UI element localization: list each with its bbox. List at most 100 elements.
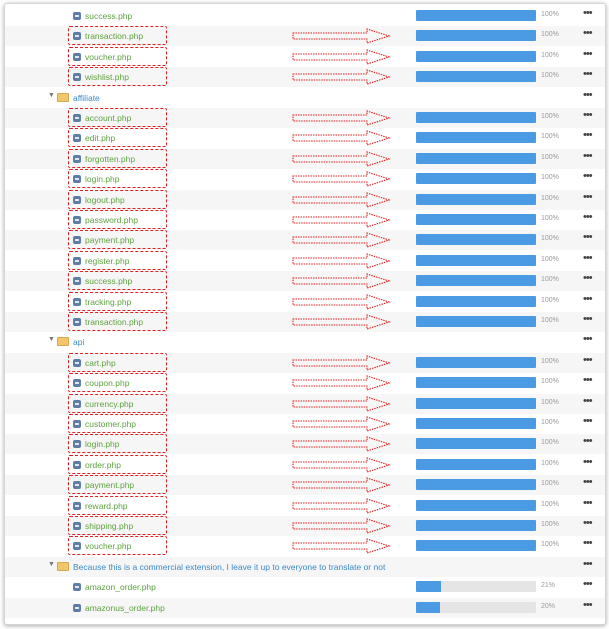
more-options-icon[interactable]: •••: [583, 455, 593, 468]
file-row[interactable]: wishlist.php 100% •••: [5, 67, 605, 88]
file-name[interactable]: shipping.php: [73, 519, 133, 533]
file-name[interactable]: amazon_order.php: [73, 580, 156, 594]
file-name[interactable]: currency.php: [73, 397, 134, 411]
file-name[interactable]: login.php: [73, 437, 120, 451]
more-options-icon[interactable]: •••: [583, 476, 593, 489]
file-name[interactable]: voucher.php: [73, 50, 131, 64]
file-row[interactable]: forgotten.php 100% •••: [5, 148, 605, 169]
progress-percent: 100%: [541, 113, 559, 120]
red-arrow-icon: [292, 191, 391, 208]
file-row[interactable]: order.php 100% •••: [5, 454, 605, 475]
more-options-icon[interactable]: •••: [583, 27, 593, 40]
file-row[interactable]: transaction.php 100% •••: [5, 26, 605, 47]
file-row[interactable]: tracking.php 100% •••: [5, 291, 605, 312]
file-row[interactable]: amazonus_order.php 20% •••: [5, 597, 605, 618]
file-name[interactable]: password.php: [73, 213, 138, 227]
more-options-icon[interactable]: •••: [583, 333, 593, 346]
folder-name[interactable]: api: [57, 335, 84, 349]
caret-down-icon[interactable]: ▼: [48, 91, 55, 99]
file-name[interactable]: transaction.php: [73, 29, 143, 43]
folder-row[interactable]: ▼ api •••: [5, 332, 605, 352]
file-name[interactable]: forgotten.php: [73, 152, 135, 166]
more-options-icon[interactable]: •••: [583, 496, 593, 509]
file-row[interactable]: transaction.php 100% •••: [5, 312, 605, 332]
file-name[interactable]: transaction.php: [73, 315, 143, 329]
file-row[interactable]: login.php 100% •••: [5, 169, 605, 189]
file-name[interactable]: reward.php: [73, 499, 128, 513]
progress-percent: 100%: [541, 235, 559, 243]
more-options-icon[interactable]: •••: [583, 190, 593, 203]
file-row[interactable]: success.php 100% •••: [5, 271, 605, 292]
file-name[interactable]: account.php: [73, 111, 131, 125]
more-options-icon[interactable]: •••: [583, 170, 593, 183]
more-options-icon[interactable]: •••: [583, 415, 593, 427]
red-arrow-icon: [292, 232, 391, 249]
more-options-icon[interactable]: •••: [583, 68, 593, 81]
more-options-icon[interactable]: •••: [583, 557, 593, 570]
file-row[interactable]: login.php 100% •••: [5, 434, 605, 455]
file-row[interactable]: account.php 100% •••: [5, 108, 605, 128]
more-options-icon[interactable]: •••: [583, 47, 593, 60]
more-options-icon[interactable]: •••: [583, 313, 593, 325]
more-options-icon[interactable]: •••: [583, 109, 593, 121]
file-name[interactable]: customer.php: [73, 417, 136, 431]
more-options-icon[interactable]: •••: [583, 374, 593, 387]
caret-down-icon[interactable]: ▼: [48, 560, 55, 568]
file-row[interactable]: amazon_order.php 21% •••: [5, 577, 605, 597]
file-name[interactable]: logout.php: [73, 193, 125, 207]
file-row[interactable]: edit.php 100% •••: [5, 128, 605, 148]
more-options-icon[interactable]: •••: [583, 231, 593, 244]
file-name[interactable]: payment.php: [73, 478, 134, 492]
file-row[interactable]: voucher.php 100% •••: [5, 536, 605, 556]
more-options-icon[interactable]: •••: [583, 517, 593, 529]
folder-row[interactable]: ▼ affiliate •••: [5, 88, 605, 108]
file-row[interactable]: password.php 100% •••: [5, 210, 605, 230]
folder-name[interactable]: affiliate: [57, 91, 100, 105]
file-row[interactable]: shipping.php 100% •••: [5, 516, 605, 536]
file-row[interactable]: voucher.php 100% •••: [5, 46, 605, 67]
annotation-highlight-box: [68, 230, 167, 250]
file-name[interactable]: order.php: [73, 458, 121, 472]
file-name[interactable]: success.php: [73, 274, 132, 288]
more-options-icon[interactable]: •••: [583, 149, 593, 162]
more-options-icon[interactable]: •••: [583, 435, 593, 448]
file-row[interactable]: cart.php 100% •••: [5, 352, 605, 373]
file-row[interactable]: customer.php 100% •••: [5, 414, 605, 434]
more-options-icon[interactable]: •••: [583, 292, 593, 305]
file-row[interactable]: coupon.php 100% •••: [5, 373, 605, 393]
file-name[interactable]: login.php: [73, 172, 120, 186]
file-row[interactable]: payment.php 100% •••: [5, 230, 605, 251]
file-name[interactable]: tracking.php: [73, 295, 131, 309]
file-name[interactable]: register.php: [73, 254, 129, 268]
red-arrow-icon: [292, 518, 391, 534]
more-options-icon[interactable]: •••: [583, 7, 593, 19]
file-name[interactable]: voucher.php: [73, 539, 131, 553]
file-row[interactable]: payment.php 100% •••: [5, 475, 605, 496]
file-row[interactable]: reward.php 100% •••: [5, 495, 605, 516]
folder-row[interactable]: ▼ Because this is a commercial extension,…: [5, 556, 605, 577]
file-row[interactable]: currency.php 100% •••: [5, 393, 605, 414]
file-row[interactable]: register.php 100% •••: [5, 250, 605, 271]
progress-bar: [416, 71, 536, 83]
more-options-icon[interactable]: •••: [583, 394, 593, 407]
more-options-icon[interactable]: •••: [583, 353, 593, 366]
file-name[interactable]: payment.php: [73, 233, 134, 247]
file-row[interactable]: success.php 100% •••: [5, 6, 605, 26]
folder-name[interactable]: Because this is a commercial extension, …: [57, 560, 385, 574]
more-options-icon[interactable]: •••: [583, 129, 593, 142]
more-options-icon[interactable]: •••: [583, 88, 593, 101]
file-name[interactable]: success.php: [73, 9, 132, 23]
file-name[interactable]: cart.php: [73, 356, 116, 370]
file-row[interactable]: logout.php 100% •••: [5, 189, 605, 210]
file-name[interactable]: coupon.php: [73, 376, 129, 390]
more-options-icon[interactable]: •••: [583, 598, 593, 611]
file-name[interactable]: edit.php: [73, 131, 115, 145]
more-options-icon[interactable]: •••: [583, 578, 593, 591]
more-options-icon[interactable]: •••: [583, 272, 593, 285]
caret-down-icon[interactable]: ▼: [48, 336, 55, 344]
more-options-icon[interactable]: •••: [583, 211, 593, 223]
file-name[interactable]: amazonus_order.php: [73, 601, 165, 615]
more-options-icon[interactable]: •••: [583, 251, 593, 264]
more-options-icon[interactable]: •••: [583, 537, 593, 550]
file-name[interactable]: wishlist.php: [73, 70, 129, 84]
